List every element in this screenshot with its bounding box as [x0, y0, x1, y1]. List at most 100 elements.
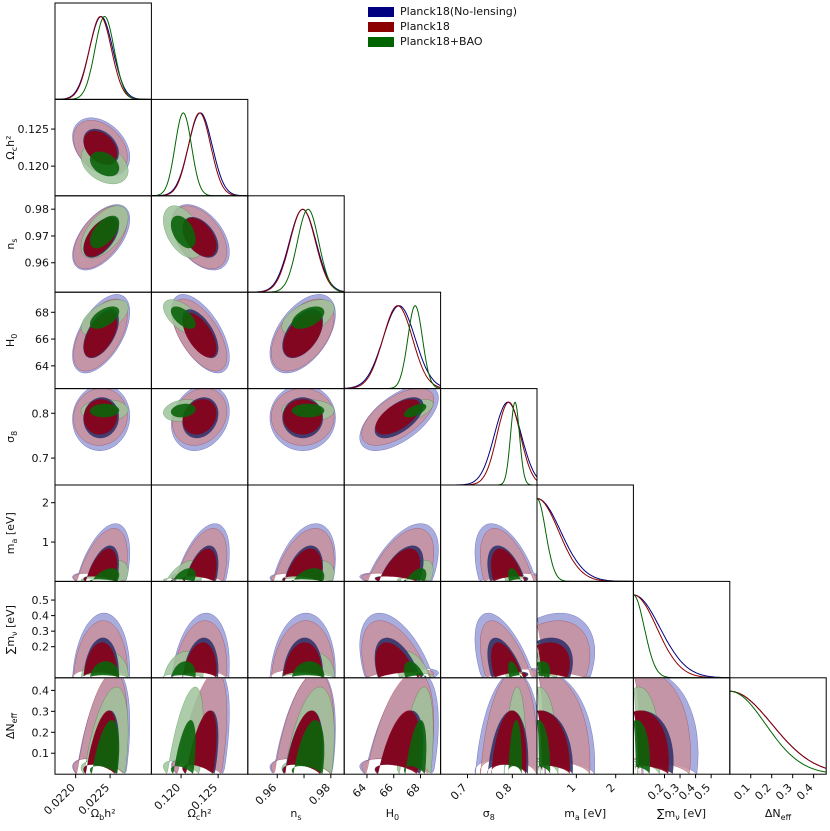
- panel-omegach2-omegach2: [151, 112, 248, 196]
- yaxis-label-ns: ns: [4, 238, 19, 249]
- panel-mnu-omegabh2: [72, 612, 131, 678]
- contour68-bao-dneff-H0: [404, 720, 427, 774]
- ytick-label-ma-1: 2: [42, 497, 49, 510]
- panel-dneff-sigma8: [474, 677, 538, 775]
- marginal-planck-dneff: [729, 690, 827, 769]
- contour68-planck-ma-H0: [375, 548, 421, 582]
- xtick-label-ns-2: 0.98: [306, 781, 333, 808]
- ytick-label-ns-2: 0.98: [25, 203, 50, 216]
- panel-ma-omegach2: [163, 523, 230, 582]
- panel-frame-4-4: [440, 388, 538, 486]
- xaxis-label-mnu: ∑mν [eV]: [657, 807, 706, 822]
- marginal-nolensing-ma: [537, 498, 634, 582]
- panel-ns-omegach2: [163, 204, 230, 271]
- ytick-label-dneff-2: 0.3: [32, 705, 50, 718]
- panel-ns-ns: [247, 208, 345, 293]
- panel-ma-ns: [269, 523, 336, 582]
- ytick-label-dneff-0: 0.1: [32, 747, 50, 760]
- contour68-bao-ns-omegach2: [170, 215, 196, 249]
- xtick-label-ma-0: 1: [564, 781, 578, 795]
- contour68-bao-omegach2-omegabh2: [89, 151, 120, 177]
- panel-dneff-ns: [269, 677, 336, 775]
- xtick-label-ma-1: 2: [604, 781, 618, 795]
- legend: Planck18(No-lensing) Planck18 Planck18+B…: [368, 4, 517, 49]
- contour68-bao-dneff-mnu: [633, 720, 650, 775]
- xaxis-label-omegabh2: Ωbh²: [91, 807, 116, 822]
- contour68-bao-ma-H0: [404, 568, 427, 582]
- yaxis-label-omegach2: Ωch²: [4, 135, 19, 159]
- legend-entry-nolensing: Planck18(No-lensing): [368, 4, 517, 19]
- panel-H0-omegabh2: [72, 294, 131, 374]
- xaxis-label-ma: ma [eV]: [564, 807, 606, 822]
- contour68-bao-mnu-omegabh2: [89, 661, 120, 678]
- ytick-label-ns-0: 0.96: [25, 257, 50, 270]
- xtick-label-H0-0: 64: [350, 781, 369, 800]
- panel-frame-2-2: [247, 195, 345, 293]
- panel-ma-sigma8: [474, 523, 538, 582]
- ytick-label-mnu-2: 0.4: [32, 610, 50, 623]
- legend-label-nolensing: Planck18(No-lensing): [400, 5, 518, 18]
- xtick-label-omegabh2-0: 0.0220: [41, 781, 77, 817]
- yaxis-label-sigma8: σ8: [4, 431, 19, 443]
- panel-frame-5-5: [536, 484, 634, 582]
- marginal-bao-omegach2: [151, 112, 248, 196]
- ytick-label-dneff-1: 0.2: [32, 726, 50, 739]
- contour68-bao-sigma8-H0: [404, 403, 427, 418]
- xtick-label-omegach2-0: 0.120: [152, 781, 183, 812]
- panel-frame-7-7: [729, 677, 827, 775]
- marginal-planck-omegach2: [151, 112, 248, 196]
- panel-dneff-mnu: [633, 677, 699, 775]
- contour68-bao-ma-sigma8: [508, 568, 522, 582]
- legend-swatch-planck: [368, 21, 394, 32]
- panel-H0-omegach2: [163, 294, 230, 374]
- xaxis-label-H0: H0: [386, 807, 399, 822]
- contour68-bao-mnu-H0: [404, 661, 427, 678]
- yaxis-label-ma: ma [eV]: [4, 512, 19, 554]
- marginal-planck-ma: [537, 498, 634, 582]
- marginal-nolensing-mnu: [633, 594, 730, 678]
- ytick-label-omegach2-1: 0.125: [18, 123, 50, 136]
- xtick-label-dneff-0: 0.1: [731, 781, 753, 803]
- panel-dneff-dneff: [729, 690, 827, 773]
- contour68-bao-dneff-omegach2: [170, 720, 196, 774]
- marginal-bao-omegabh2: [55, 15, 152, 100]
- panel-sigma8-omegabh2: [72, 388, 131, 451]
- yaxis-label-H0: H0: [4, 334, 19, 347]
- panel-ma-ma: [537, 498, 634, 582]
- xaxis-label-sigma8: σ8: [483, 807, 495, 822]
- contour68-bao-H0-omegach2: [170, 306, 196, 329]
- contour68-bao-mnu-ma: [537, 661, 551, 678]
- contour68-bao-sigma8-omegabh2: [89, 403, 120, 418]
- ytick-label-mnu-3: 0.5: [32, 594, 50, 607]
- yaxis-label-dneff: ΔNeff: [4, 712, 19, 739]
- ytick-label-sigma8-0: 0.7: [32, 452, 50, 465]
- marginal-nolensing-H0: [344, 305, 441, 389]
- contour68-bao-mnu-omegach2: [170, 661, 196, 678]
- panel-mnu-ns: [269, 612, 336, 678]
- xaxis-label-ns: ns: [290, 807, 301, 822]
- ytick-label-H0-0: 64: [35, 360, 49, 373]
- marginal-nolensing-dneff: [729, 690, 827, 769]
- panel-frame-3-3: [343, 291, 442, 390]
- contour68-bao-ma-omegabh2: [89, 568, 120, 582]
- panel-dneff-H0: [359, 677, 439, 775]
- xtick-label-sigma8-1: 0.8: [493, 781, 515, 803]
- panel-dneff-omegach2: [163, 677, 230, 775]
- contour68-bao-sigma8-omegach2: [170, 403, 196, 418]
- xaxis-label-omegach2: Ωch²: [187, 807, 211, 822]
- panel-sigma8-sigma8: [440, 401, 538, 486]
- xtick-label-H0-1: 66: [377, 781, 396, 800]
- marginal-planck-ns: [247, 208, 345, 293]
- contour68-bao-mnu-sigma8: [508, 661, 522, 678]
- contour68-bao-ns-omegabh2: [89, 215, 120, 249]
- xtick-label-dneff-3: 0.4: [794, 781, 816, 803]
- panel-ma-H0: [359, 523, 439, 582]
- marginal-bao-ns: [247, 208, 345, 293]
- marginal-planck-H0: [344, 305, 441, 389]
- contour68-bao-dneff-sigma8: [508, 720, 522, 775]
- marginal-bao-dneff: [729, 690, 827, 773]
- xtick-label-mnu-3: 0.5: [692, 781, 714, 803]
- panel-omegabh2-omegabh2: [55, 15, 152, 100]
- legend-label-planck: Planck18: [400, 20, 450, 33]
